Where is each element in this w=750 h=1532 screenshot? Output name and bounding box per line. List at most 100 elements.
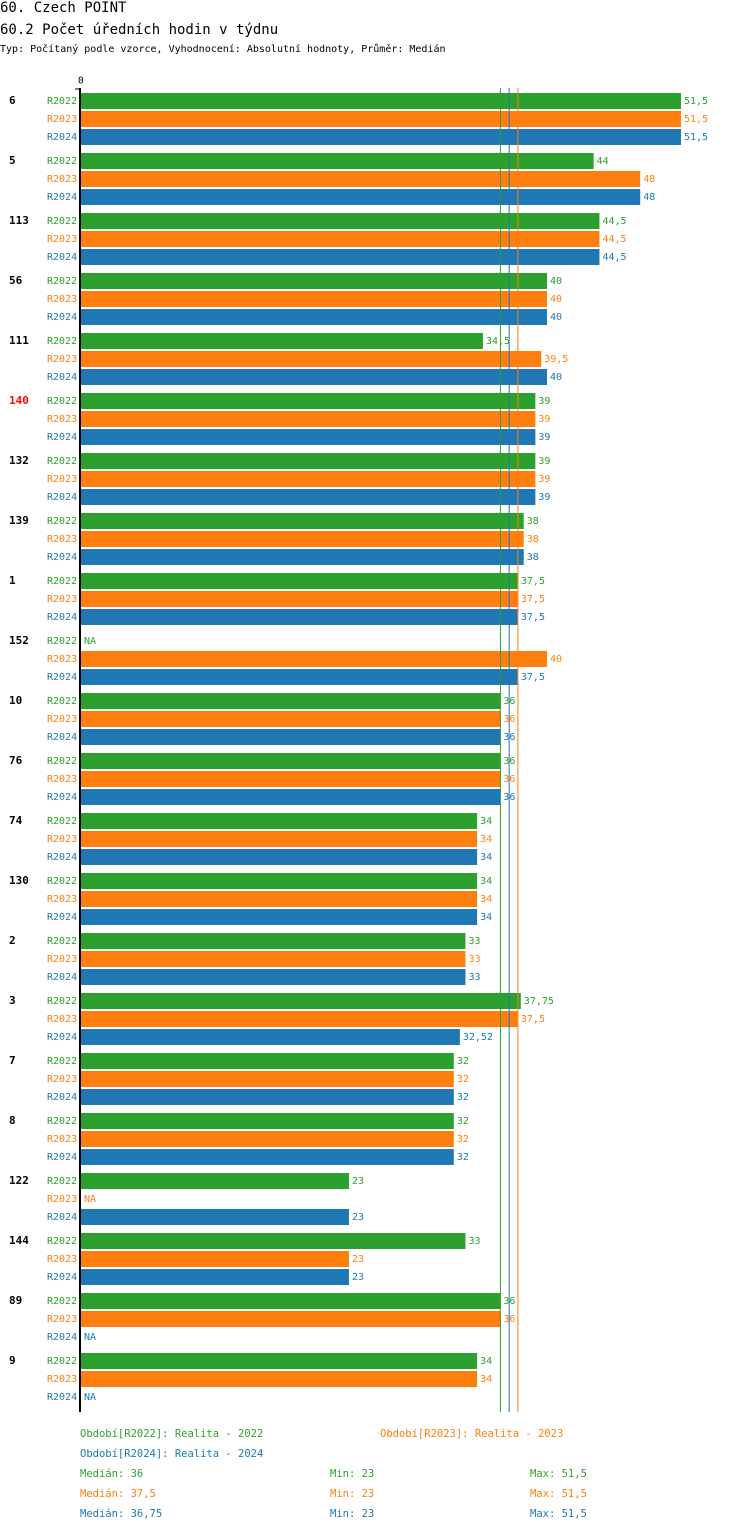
value-label-3-r2023: 37,5 — [521, 1014, 545, 1025]
bar-111-r2023 — [81, 351, 542, 367]
stat-max-r2023: Max: 51,5 — [530, 1488, 587, 1500]
value-label-56-r2024: 40 — [550, 312, 562, 323]
series-label-r2022: R2022 — [47, 516, 77, 527]
value-label-3-r2022: 37,75 — [524, 996, 554, 1007]
bar-132-r2023 — [81, 471, 536, 487]
bar-3-r2024 — [81, 1029, 460, 1045]
bar-8-r2024 — [81, 1149, 454, 1165]
value-label-1-r2023: 37,5 — [521, 594, 545, 605]
bar-144-r2024 — [81, 1269, 349, 1285]
value-label-2-r2024: 33 — [468, 972, 480, 983]
bar-140-r2024 — [81, 429, 536, 445]
bar-56-r2023 — [81, 291, 548, 307]
category-label-139: 139 — [9, 514, 29, 527]
bar-132-r2022 — [81, 453, 536, 469]
bar-139-r2024 — [81, 549, 524, 565]
stat-min-r2022: Min: 23 — [330, 1468, 375, 1480]
bar-1-r2022 — [81, 573, 518, 589]
series-label-r2024: R2024 — [47, 912, 77, 923]
series-label-r2024: R2024 — [47, 492, 77, 503]
series-label-r2022: R2022 — [47, 216, 77, 227]
value-label-8-r2022: 32 — [457, 1116, 469, 1127]
value-label-74-r2022: 34 — [480, 816, 492, 827]
axis-zero-label: 0 — [78, 76, 84, 87]
category-label-122: 122 — [9, 1174, 29, 1187]
category-label-9: 9 — [9, 1354, 16, 1367]
value-label-1-r2024: 37,5 — [521, 612, 545, 623]
value-label-7-r2022: 32 — [457, 1056, 469, 1067]
category-label-56: 56 — [9, 274, 23, 287]
category-label-89: 89 — [9, 1294, 22, 1307]
value-label-8-r2023: 32 — [457, 1134, 469, 1145]
value-label-3-r2024: 32,52 — [463, 1032, 493, 1043]
series-label-r2024: R2024 — [47, 972, 77, 983]
bar-140-r2023 — [81, 411, 536, 427]
series-label-r2023: R2023 — [47, 354, 77, 365]
category-label-144: 144 — [9, 1234, 29, 1247]
series-label-r2024: R2024 — [47, 672, 77, 683]
category-label-3: 3 — [9, 994, 16, 1007]
series-label-r2024: R2024 — [47, 552, 77, 563]
stat-median-r2024: Medián: 36,75 — [80, 1508, 163, 1520]
value-label-130-r2024: 34 — [480, 912, 492, 923]
series-label-r2024: R2024 — [47, 1032, 77, 1043]
value-label-144-r2023: 23 — [352, 1254, 364, 1265]
category-label-76: 76 — [9, 754, 23, 767]
series-label-r2023: R2023 — [47, 1134, 77, 1145]
value-label-111-r2023: 39,5 — [544, 354, 568, 365]
chart-subtitle: 60.2 Počet úředních hodin v týdnu — [0, 22, 279, 38]
series-label-r2023: R2023 — [47, 534, 77, 545]
category-label-111: 111 — [9, 334, 29, 347]
category-label-113: 113 — [9, 214, 29, 227]
value-label-152-r2023: 40 — [550, 654, 562, 665]
value-label-144-r2024: 23 — [352, 1272, 364, 1283]
value-label-74-r2024: 34 — [480, 852, 492, 863]
value-label-5-r2024: 48 — [643, 192, 655, 203]
bar-7-r2024 — [81, 1089, 454, 1105]
bar-6-r2024 — [81, 129, 681, 145]
value-label-140-r2023: 39 — [538, 414, 550, 425]
bar-139-r2023 — [81, 531, 524, 547]
bar-2-r2022 — [81, 933, 466, 949]
series-label-r2022: R2022 — [47, 396, 77, 407]
legend-r2023: Období[R2023]: Realita - 2023 — [380, 1428, 564, 1440]
series-label-r2023: R2023 — [47, 774, 77, 785]
series-label-r2024: R2024 — [47, 1212, 77, 1223]
series-label-r2022: R2022 — [47, 156, 77, 167]
bar-139-r2022 — [81, 513, 524, 529]
value-label-122-r2024: 23 — [352, 1212, 364, 1223]
bar-2-r2024 — [81, 969, 466, 985]
series-label-r2022: R2022 — [47, 756, 77, 767]
series-label-r2022: R2022 — [47, 96, 77, 107]
bar-6-r2023 — [81, 111, 681, 127]
bar-132-r2024 — [81, 489, 536, 505]
value-label-139-r2022: 38 — [527, 516, 539, 527]
value-label-56-r2022: 40 — [550, 276, 562, 287]
value-label-111-r2022: 34,5 — [486, 336, 510, 347]
series-label-r2022: R2022 — [47, 576, 77, 587]
series-label-r2024: R2024 — [47, 612, 77, 623]
value-label-152-r2024: 37,5 — [521, 672, 545, 683]
series-label-r2024: R2024 — [47, 852, 77, 863]
category-label-132: 132 — [9, 454, 29, 467]
series-label-r2022: R2022 — [47, 996, 77, 1007]
value-label-7-r2024: 32 — [457, 1092, 469, 1103]
value-label-132-r2023: 39 — [538, 474, 550, 485]
na-label-9-r2024: NA — [84, 1392, 96, 1403]
series-label-r2022: R2022 — [47, 636, 77, 647]
bar-9-r2023 — [81, 1371, 478, 1387]
bar-5-r2022 — [81, 153, 594, 169]
bar-76-r2022 — [81, 753, 501, 769]
stat-max-r2024: Max: 51,5 — [530, 1508, 587, 1520]
bar-56-r2022 — [81, 273, 548, 289]
legend-r2024: Období[R2024]: Realita - 2024 — [80, 1448, 264, 1460]
category-label-74: 74 — [9, 814, 23, 827]
bar-111-r2022 — [81, 333, 483, 349]
bar-76-r2023 — [81, 771, 501, 787]
value-label-113-r2023: 44,5 — [602, 234, 626, 245]
bar-1-r2023 — [81, 591, 518, 607]
bar-10-r2022 — [81, 693, 501, 709]
value-label-111-r2024: 40 — [550, 372, 562, 383]
bar-130-r2024 — [81, 909, 478, 925]
category-label-140: 140 — [9, 394, 29, 407]
